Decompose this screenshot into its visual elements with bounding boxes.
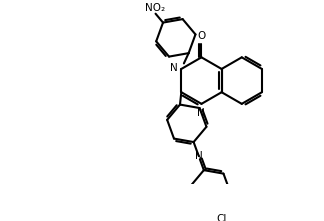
Text: N: N <box>170 63 178 73</box>
Text: O: O <box>197 31 206 41</box>
Text: N: N <box>197 108 204 118</box>
Text: N: N <box>195 151 202 161</box>
Text: NO₂: NO₂ <box>145 3 166 13</box>
Text: Cl: Cl <box>216 213 227 221</box>
